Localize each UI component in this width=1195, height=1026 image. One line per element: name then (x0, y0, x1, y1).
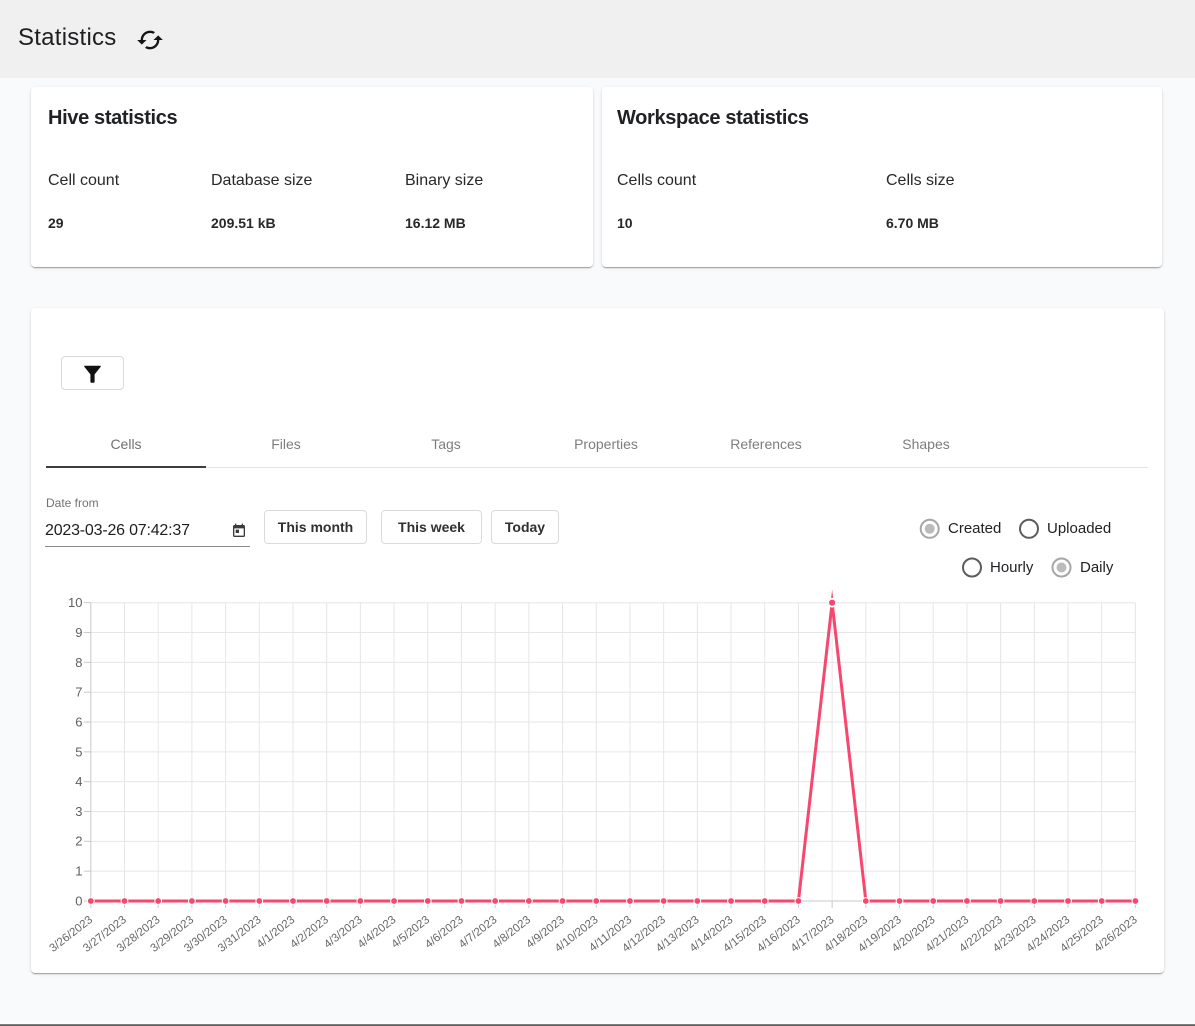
svg-text:1: 1 (75, 864, 82, 879)
svg-text:3: 3 (75, 804, 82, 819)
svg-text:4: 4 (75, 774, 82, 789)
svg-text:10: 10 (68, 595, 82, 610)
svg-text:8: 8 (75, 655, 82, 670)
svg-text:5: 5 (75, 744, 82, 759)
svg-text:0: 0 (75, 893, 82, 908)
svg-text:6: 6 (75, 714, 82, 729)
svg-text:7: 7 (75, 685, 82, 700)
svg-text:9: 9 (75, 625, 82, 640)
svg-text:2: 2 (75, 834, 82, 849)
